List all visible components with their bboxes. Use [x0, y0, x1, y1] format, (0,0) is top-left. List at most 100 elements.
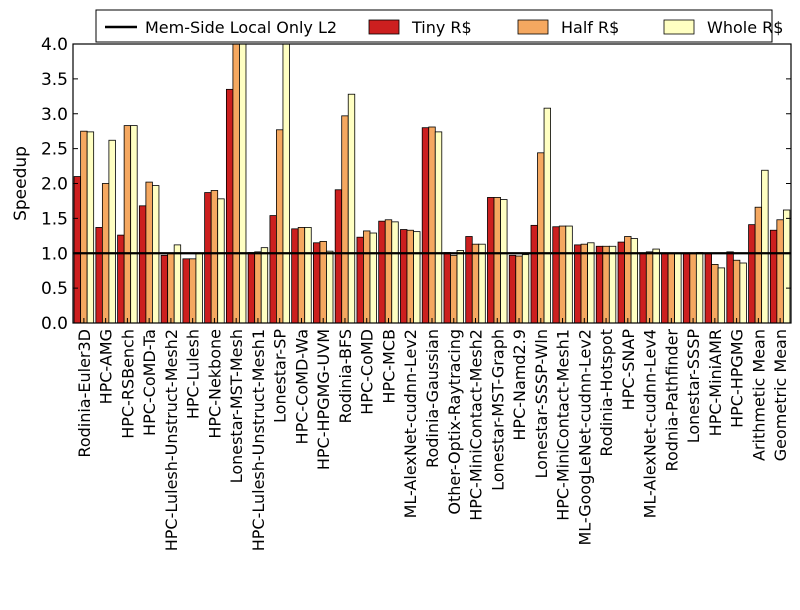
bar-tiny-r--19 — [487, 197, 495, 323]
x-tick-label: HPC-HPGMG — [728, 329, 747, 428]
x-tick-label: HPC-HPGMG-UVM — [314, 329, 333, 470]
bar-whole-r--24 — [608, 245, 617, 323]
bar-half-r--31 — [754, 206, 763, 323]
legend-swatch-whole-r- — [663, 19, 695, 35]
bar-half-r--17 — [450, 254, 458, 323]
bar-whole-r--21 — [543, 107, 551, 323]
bar-whole-r--31 — [761, 169, 769, 323]
legend-label-whole-r-: Whole R$ — [707, 18, 783, 37]
bar-whole-r--16 — [434, 131, 443, 323]
bar-whole-r--15 — [413, 231, 421, 323]
bar-tiny-r--20 — [508, 254, 517, 323]
bar-half-r--32 — [776, 219, 784, 323]
y-tick-label: 2.5 — [41, 140, 68, 160]
bar-tiny-r--17 — [443, 252, 451, 323]
bar-half-r--27 — [667, 252, 676, 323]
x-tick-label: Geometric Mean — [771, 329, 790, 461]
bar-whole-r--4 — [173, 244, 182, 323]
bar-tiny-r--0 — [73, 176, 82, 323]
bar-whole-r--20 — [521, 254, 530, 323]
bar-whole-r--17 — [456, 250, 464, 323]
bar-tiny-r--22 — [552, 226, 560, 323]
bar-tiny-r--31 — [748, 224, 756, 323]
x-tick-label: HPC-SNAP — [619, 329, 638, 411]
bar-tiny-r--15 — [400, 229, 408, 323]
x-tick-label: Rodinia-BFS — [336, 329, 355, 423]
y-tick-label: 4.0 — [41, 35, 68, 55]
y-tick-label: 3.5 — [41, 70, 68, 90]
x-tick-label: HPC-Nekbone — [205, 329, 224, 439]
bar-whole-r--29 — [717, 267, 726, 323]
bar-whole-r--19 — [500, 199, 508, 323]
x-tick-label: HPC-CoMD-Wa — [292, 329, 311, 444]
legend-label-half-r-: Half R$ — [561, 18, 619, 37]
bar-tiny-r--8 — [247, 252, 256, 323]
y-axis-label: Speedup — [11, 146, 31, 221]
bar-half-r--19 — [493, 197, 501, 323]
bar-whole-r--32 — [782, 209, 791, 323]
bar-half-r--22 — [558, 225, 567, 323]
legend-label-tiny-r-: Tiny R$ — [411, 18, 472, 37]
bar-whole-r--1 — [108, 139, 116, 323]
bar-half-r--12 — [341, 115, 349, 323]
y-tick-label: 3.0 — [41, 105, 68, 125]
bar-whole-r--6 — [217, 198, 225, 323]
legend-swatch-half-r- — [517, 19, 549, 35]
bar-half-r--0 — [80, 130, 88, 323]
x-tick-label: HPC-MiniAMR — [706, 329, 725, 436]
y-tick-label: 0.0 — [41, 314, 68, 334]
x-tick-label: Lonestar-SP — [271, 329, 290, 423]
bar-half-r--15 — [406, 229, 414, 323]
bar-half-r--25 — [624, 236, 632, 323]
bar-whole-r--8 — [260, 247, 269, 323]
bar-half-r--14 — [384, 219, 393, 323]
x-tick-label: Lonestar-MST-Graph — [488, 329, 507, 491]
bar-tiny-r--18 — [465, 236, 473, 323]
bar-half-r--18 — [471, 243, 480, 323]
bar-whole-r--22 — [565, 225, 573, 323]
bar-tiny-r--7 — [225, 88, 234, 323]
bar-half-r--5 — [188, 258, 197, 323]
legend-swatch-tiny-r- — [368, 19, 400, 35]
bar-whole-r--11 — [326, 250, 334, 323]
x-tick-label: Lonestar-SSSP-Wln — [532, 329, 551, 478]
bar-half-r--29 — [711, 264, 719, 323]
x-tick-label: HPC-MiniContact-Mesh2 — [467, 329, 486, 521]
bar-tiny-r--12 — [334, 189, 343, 323]
legend-baseline-label: Mem-Side Local Only L2 — [145, 18, 337, 37]
bar-tiny-r--2 — [117, 234, 125, 323]
x-tick-label: HPC-Lulesh — [184, 329, 203, 419]
y-tick-label: 2.0 — [41, 175, 68, 195]
bar-half-r--2 — [123, 125, 132, 323]
x-tick-label: Rodnia-Pathfinder — [662, 329, 681, 472]
bar-tiny-r--6 — [204, 192, 212, 323]
bar-tiny-r--27 — [661, 252, 669, 323]
x-tick-label: Rodinia-Hotspot — [597, 329, 616, 457]
x-tick-label: ML-AlexNet-cudnn-Lev2 — [401, 329, 420, 518]
bar-tiny-r--16 — [421, 127, 430, 323]
bar-whole-r--0 — [86, 131, 95, 323]
bar-whole-r--5 — [195, 252, 203, 323]
bar-tiny-r--13 — [356, 236, 364, 323]
bar-tiny-r--29 — [704, 252, 712, 323]
bar-half-r--4 — [167, 252, 175, 323]
bar-half-r--23 — [580, 243, 588, 323]
bar-half-r--13 — [363, 230, 371, 323]
x-tick-label: ML-GoogLeNet-cudnn-Lev2 — [575, 329, 594, 546]
bar-whole-r--26 — [652, 248, 660, 323]
bar-tiny-r--9 — [269, 215, 277, 323]
bar-half-r--24 — [602, 245, 610, 323]
bar-whole-r--30 — [739, 262, 747, 323]
bar-whole-r--2 — [130, 125, 138, 323]
bar-tiny-r--10 — [291, 228, 299, 323]
x-tick-label: HPC-Lulesh-Unstruct-Mesh2 — [162, 329, 181, 551]
x-tick-label: HPC-CoMD — [358, 329, 377, 415]
bar-tiny-r--30 — [726, 251, 734, 323]
bar-tiny-r--32 — [769, 229, 778, 323]
bar-whole-r--27 — [674, 252, 682, 323]
x-tick-label: HPC-MCB — [379, 329, 398, 404]
bar-tiny-r--21 — [530, 224, 538, 323]
legend-box — [95, 9, 773, 43]
